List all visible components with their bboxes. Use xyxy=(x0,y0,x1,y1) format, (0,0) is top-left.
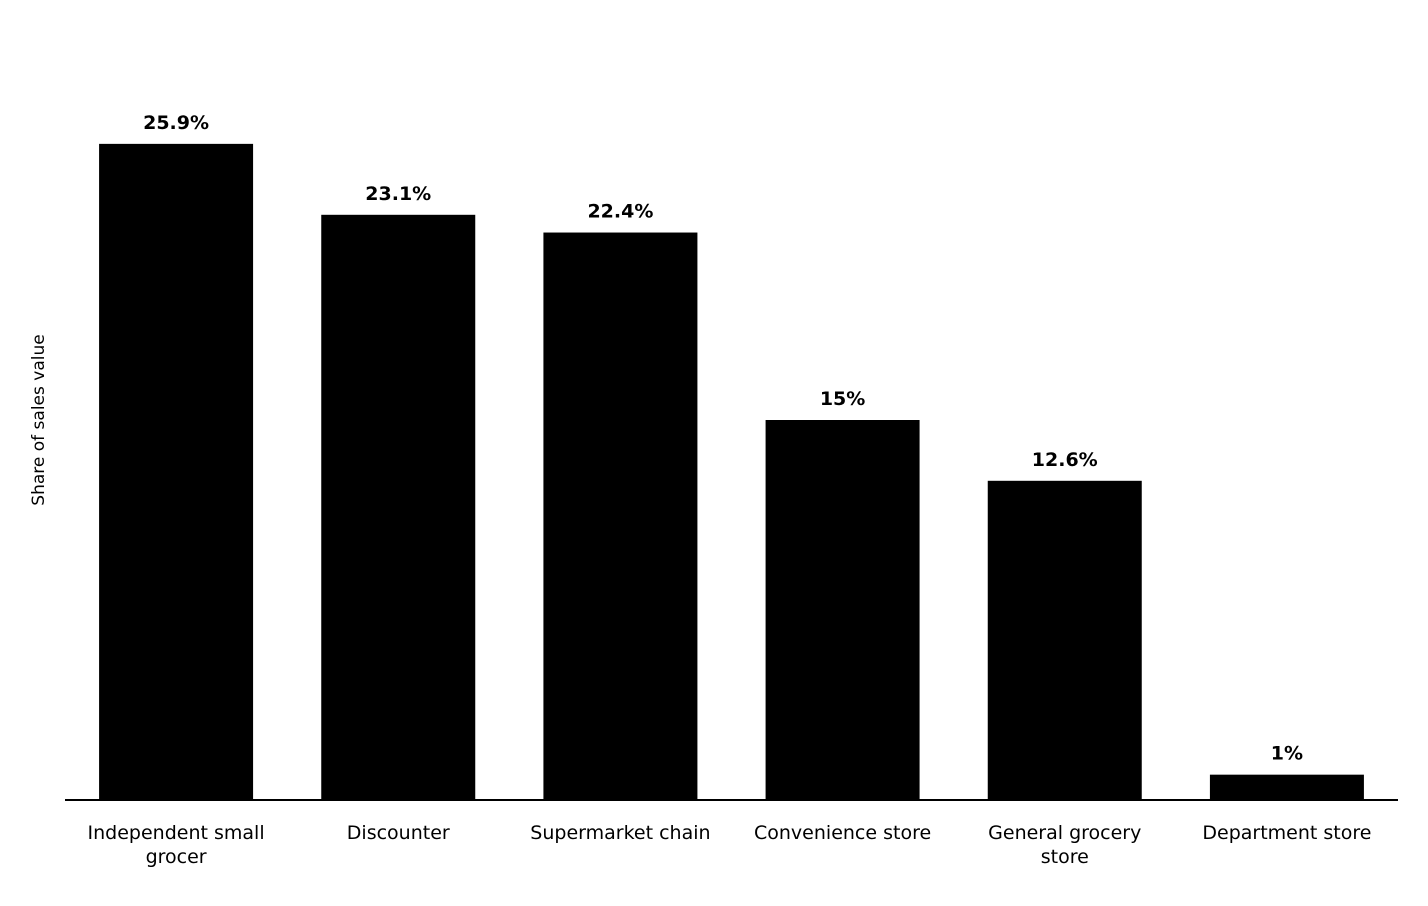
value-label: 23.1% xyxy=(365,183,431,205)
value-label: 15% xyxy=(820,388,865,410)
value-label: 25.9% xyxy=(143,112,209,134)
bar xyxy=(765,420,920,800)
value-label: 12.6% xyxy=(1032,449,1098,471)
value-label: 1% xyxy=(1271,743,1303,765)
x-tick-label: Supermarket chain xyxy=(530,822,710,844)
x-tick-label: Department store xyxy=(1202,822,1371,844)
y-axis-label: Share of sales value xyxy=(29,334,49,505)
bar xyxy=(987,480,1142,800)
value-label: 22.4% xyxy=(587,201,653,223)
x-tick-label: General grocery store xyxy=(988,822,1141,868)
bar xyxy=(543,232,698,801)
x-tick-label: Discounter xyxy=(347,822,450,844)
bar xyxy=(1209,774,1364,800)
x-tick-label: Convenience store xyxy=(754,822,931,844)
bar xyxy=(321,214,476,801)
x-tick-label: Independent small grocer xyxy=(88,822,265,868)
bar xyxy=(99,143,254,800)
